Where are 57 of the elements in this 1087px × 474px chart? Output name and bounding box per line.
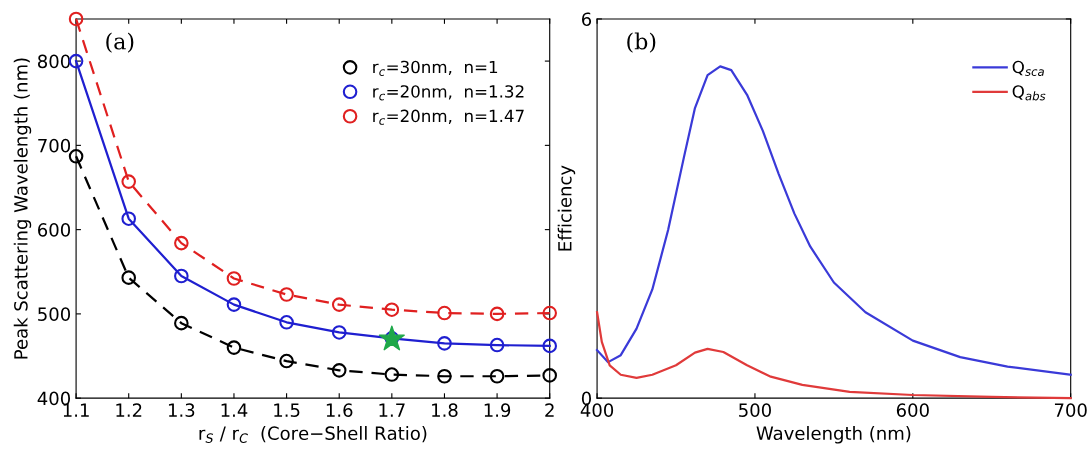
point <box>279 353 294 369</box>
x-tick-label: 1.9 <box>484 403 511 417</box>
y-axis-title: Efficiency <box>557 165 576 251</box>
x-tick-label: 1.5 <box>274 403 300 417</box>
point <box>331 363 347 378</box>
y-tick-label: 800 <box>37 54 71 69</box>
point <box>68 149 84 164</box>
point <box>121 211 136 226</box>
point <box>542 338 557 354</box>
point <box>331 325 347 340</box>
x-tick-label: 1.4 <box>221 403 248 417</box>
annotation: (b) <box>627 32 656 53</box>
x-axis-title: r$_{S}$ / r$_{C}$ (Core−Shell Ratio) <box>199 426 427 443</box>
point <box>226 271 242 286</box>
point <box>331 297 347 312</box>
point <box>174 235 189 251</box>
point <box>279 315 294 330</box>
y-tick-label: 6 <box>581 12 592 27</box>
point <box>68 11 84 27</box>
point <box>226 297 242 312</box>
x-tick-label: 700 <box>1054 403 1087 417</box>
point <box>174 268 189 284</box>
y-tick-label: 500 <box>38 307 71 322</box>
point <box>384 367 400 382</box>
x-tick-label: 2 <box>545 403 554 417</box>
point <box>542 305 557 321</box>
legend-label: r$_{c}$=20nm, n=1.32 <box>373 85 524 101</box>
point <box>489 337 505 353</box>
legend-label: Q$_{abs}$ <box>1012 85 1046 101</box>
x-tick-label: 1.7 <box>379 403 405 417</box>
x-tick-label: 1.2 <box>116 403 142 417</box>
point <box>489 306 505 322</box>
x-tick-label: 600 <box>896 403 929 417</box>
point <box>489 368 505 384</box>
y-axis-title: Peak Scattering Wavelength (nm) <box>13 58 32 359</box>
point <box>437 305 452 321</box>
x-tick-label: 500 <box>739 403 771 417</box>
point <box>174 315 189 331</box>
point <box>378 325 405 351</box>
point <box>121 270 136 285</box>
y-tick-label: 600 <box>38 223 71 237</box>
point <box>437 336 452 351</box>
point <box>121 174 136 189</box>
point <box>437 368 452 384</box>
point <box>384 302 400 317</box>
point <box>279 287 294 302</box>
legend-label: r$_{c}$=20nm, n=1.47 <box>373 109 524 125</box>
annotation: (a) <box>106 32 134 53</box>
legend-label: r$_{c}$=30nm, n=1 <box>373 60 498 76</box>
y-tick-label: 700 <box>38 138 71 153</box>
x-tick-label: 1.3 <box>168 403 195 417</box>
point <box>226 340 242 355</box>
x-axis-title: Wavelength (nm) <box>756 426 911 444</box>
x-tick-label: 1.8 <box>432 403 458 417</box>
x-tick-label: 1.6 <box>326 403 353 417</box>
legend-label: Q$_{sca}$ <box>1012 60 1044 76</box>
point <box>542 368 557 383</box>
